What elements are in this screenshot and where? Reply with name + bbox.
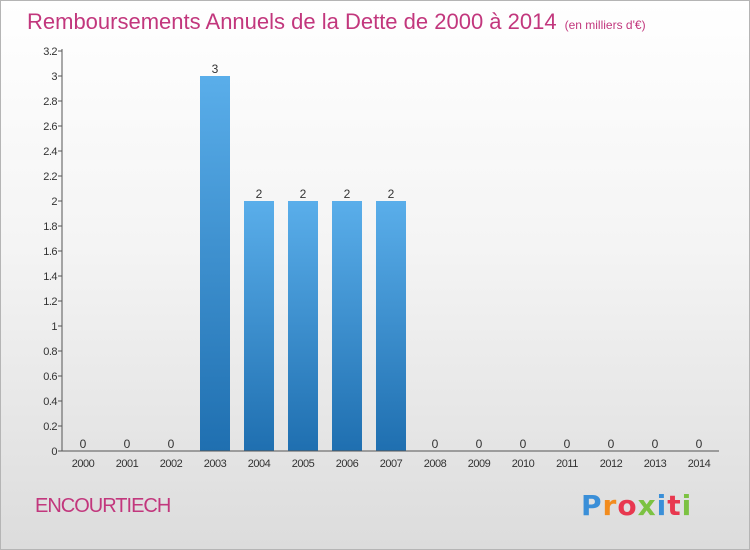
- bar-2005: [288, 201, 318, 451]
- x-tick-label-2013: 2013: [644, 458, 667, 470]
- y-tick-label-1.6: 1.6: [43, 246, 57, 258]
- commune-name: ENCOURTIECH: [35, 495, 171, 517]
- data-label-2008: 0: [432, 437, 439, 451]
- x-tick-label-2010: 2010: [512, 458, 535, 470]
- x-tick-label-2001: 2001: [116, 458, 139, 470]
- x-tick-label-2009: 2009: [468, 458, 491, 470]
- logo-letter: P: [581, 489, 603, 522]
- bars: [200, 76, 406, 451]
- x-tick-label-2014: 2014: [688, 458, 711, 470]
- proxiti-logo: Proxiti: [581, 489, 692, 522]
- y-tick-label-2.2: 2.2: [43, 171, 57, 183]
- y-tick-label-0.2: 0.2: [43, 421, 57, 433]
- y-tick-label-2.8: 2.8: [43, 96, 57, 108]
- logo-letter: r: [602, 489, 618, 522]
- bar-2006: [332, 201, 362, 451]
- data-label-2000: 0: [80, 437, 87, 451]
- x-tick-label-2011: 2011: [556, 458, 578, 470]
- data-label-2006: 2: [344, 187, 351, 201]
- data-label-2002: 0: [168, 437, 175, 451]
- y-tick-label-2.4: 2.4: [43, 146, 57, 158]
- y-tick-label-2.6: 2.6: [43, 121, 57, 133]
- data-label-2013: 0: [652, 437, 659, 451]
- y-tick-label-1: 1: [51, 321, 57, 333]
- chart-subtitle: (en milliers d'€): [564, 18, 646, 32]
- x-tick-label-2006: 2006: [336, 458, 359, 470]
- y-tick-label-3.2: 3.2: [43, 46, 57, 58]
- chart-title-text: Remboursements Annuels de la Dette de 20…: [27, 9, 557, 34]
- data-label-2014: 0: [696, 437, 703, 451]
- bar-2003: [200, 76, 230, 451]
- x-tick-label-2004: 2004: [248, 458, 271, 470]
- axes: 2000 2001 2002 2003 2004 2005 2006 2007 2008 2009…: [43, 46, 719, 470]
- logo-letter: o: [617, 489, 638, 522]
- data-label-2012: 0: [608, 437, 615, 451]
- bar-2004: [244, 201, 274, 451]
- x-tick-label-2000: 2000: [72, 458, 95, 470]
- data-label-2001: 0: [124, 437, 131, 451]
- data-label-2009: 0: [476, 437, 483, 451]
- x-tick-label-2005: 2005: [292, 458, 315, 470]
- x-tick-label-2012: 2012: [600, 458, 623, 470]
- data-label-2011: 0: [564, 437, 571, 451]
- logo-letter: t: [667, 489, 682, 522]
- x-tick-label-2003: 2003: [204, 458, 227, 470]
- logo-letter: i: [681, 489, 693, 522]
- data-labels: 0 0 0 3 2 2 2 2 0 0 0 0 0 0 0: [80, 62, 703, 451]
- y-tick-label-0.6: 0.6: [43, 371, 57, 383]
- chart-title: Remboursements Annuels de la Dette de 20…: [27, 9, 646, 35]
- data-label-2005: 2: [300, 187, 307, 201]
- y-tick-label-0: 0: [51, 446, 57, 458]
- y-tick-label-0.8: 0.8: [43, 346, 57, 358]
- y-tick-label-0.4: 0.4: [43, 396, 57, 408]
- y-tick-label-1.8: 1.8: [43, 221, 57, 233]
- logo-letter: i: [656, 489, 668, 522]
- x-tick-label-2008: 2008: [424, 458, 447, 470]
- y-tick-label-1.2: 1.2: [43, 296, 57, 308]
- data-label-2007: 2: [388, 187, 395, 201]
- y-tick-label-1.4: 1.4: [43, 271, 57, 283]
- x-tick-label-2002: 2002: [160, 458, 183, 470]
- data-label-2004: 2: [256, 187, 263, 201]
- logo-letter: x: [637, 489, 657, 522]
- y-tick-label-2: 2: [51, 196, 57, 208]
- data-label-2010: 0: [520, 437, 527, 451]
- data-label-2003: 3: [212, 62, 219, 76]
- y-tick-label-3: 3: [51, 71, 57, 83]
- bar-2007: [376, 201, 406, 451]
- x-tick-label-2007: 2007: [380, 458, 403, 470]
